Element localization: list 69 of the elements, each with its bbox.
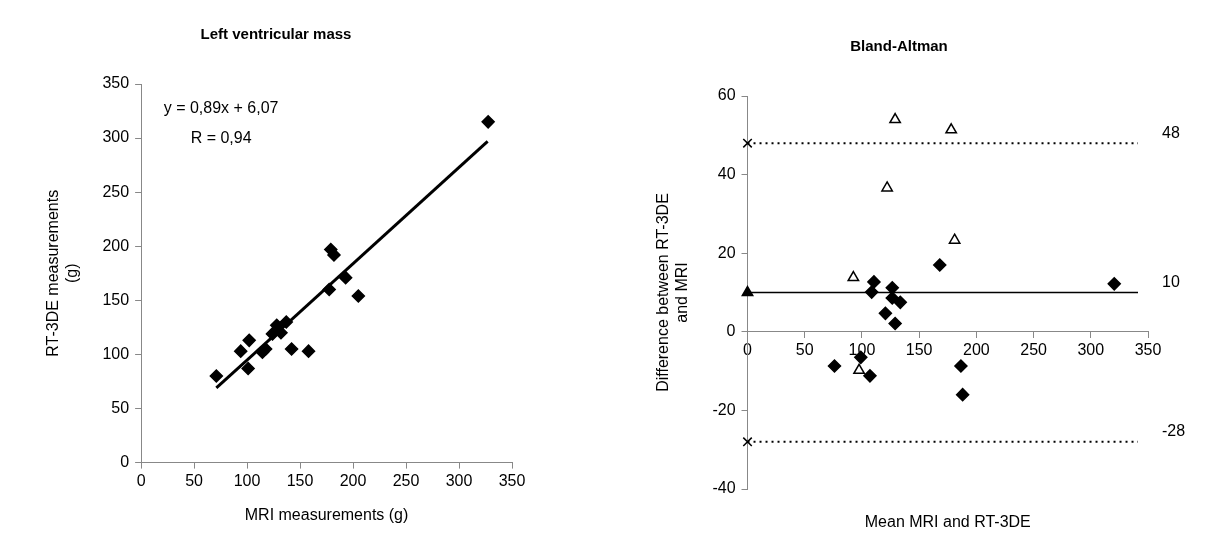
point [233,344,248,358]
point [742,138,753,149]
point [741,285,754,297]
point [338,270,353,285]
point [954,359,968,373]
point [889,112,902,124]
point [827,359,842,373]
point [284,342,299,356]
annotation: y = 0,89x + 6,07 [163,99,279,117]
chart-title: Left ventricular mass [200,25,352,43]
x-tick-label: 350 [498,471,526,489]
x-tick-label: 150 [286,471,314,489]
x-tick-label: 350 [1134,340,1162,358]
point [933,258,947,272]
point [351,289,366,303]
y-tick-label: -20 [712,400,736,418]
point [888,316,902,331]
point [893,295,908,310]
x-tick-label: 300 [1077,340,1105,358]
y-tick-label: 20 [717,243,736,261]
x-axis-title: Mean MRI and RT-3DE [864,513,1031,531]
x-tick-label: 50 [795,340,814,358]
x-tick-label: 150 [905,340,933,358]
x-axis-title: MRI measurements (g) [244,505,409,523]
x-tick-label: 250 [1020,340,1048,358]
chart-title: Bland-Altman [850,37,948,55]
point [279,315,294,329]
x-tick-label: 250 [392,471,420,489]
point [209,369,224,383]
y-tick-label: 300 [102,128,130,146]
point [327,248,341,262]
point [742,436,753,447]
point [242,333,256,348]
point [301,344,316,358]
point [241,361,255,376]
point [955,387,970,402]
ref-line-label: -28 [1162,422,1186,440]
y-tick-label: 350 [102,74,130,92]
annotation: R = 0,94 [190,129,252,147]
point [847,270,860,282]
point [948,233,961,244]
x-tick-label: 200 [339,471,367,489]
y-axis-title: Difference between RT-3DE and MRI [654,193,691,392]
point [481,115,495,129]
ref-line-label: 48 [1162,123,1180,141]
y-tick-label: 200 [102,236,130,254]
y-tick-label: 0 [726,322,736,340]
y-tick-label: -40 [712,479,736,497]
point [878,306,893,321]
point [863,369,877,383]
ref-line-label: 10 [1162,272,1180,290]
x-tick-label: 50 [185,471,204,489]
y-tick-label: 60 [717,86,736,104]
x-tick-label: 200 [963,340,990,358]
x-tick-label: 0 [136,471,146,489]
point [322,282,336,297]
point [867,275,881,289]
point [1107,277,1121,291]
point [945,123,958,134]
x-tick-label: 100 [233,471,261,489]
y-axis-title: RT-3DE measurements (g) [44,189,81,357]
x-tick-label: 300 [445,471,473,489]
y-tick-label: 0 [120,453,130,471]
y-tick-label: 50 [111,398,130,416]
y-tick-label: 250 [102,182,130,200]
point [853,363,866,375]
point [881,181,894,192]
y-tick-label: 40 [717,165,736,183]
y-tick-label: 150 [102,290,130,308]
